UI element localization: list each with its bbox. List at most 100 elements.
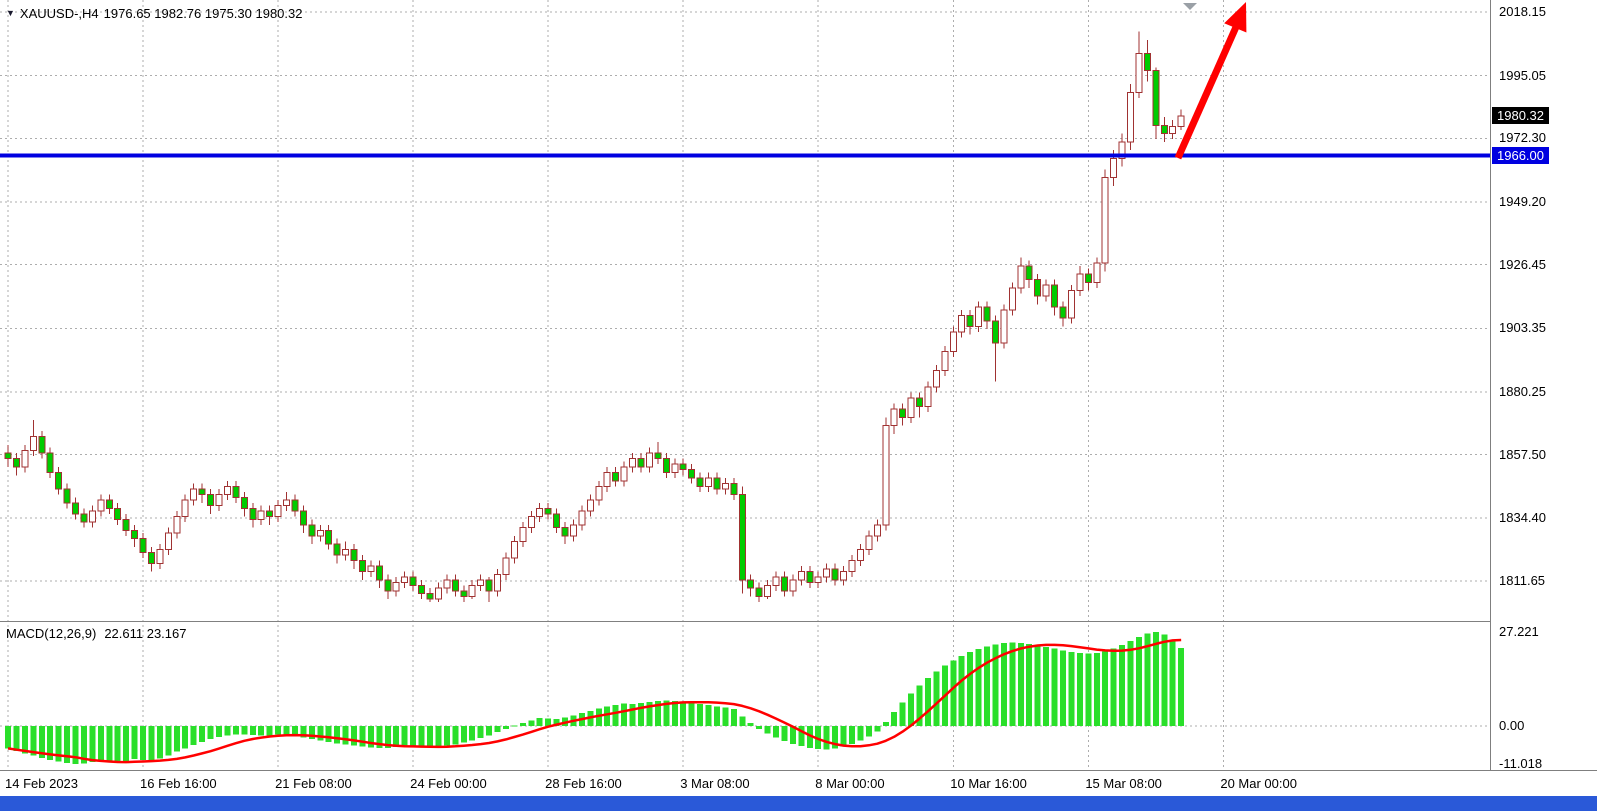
candle-body xyxy=(645,452,653,468)
macd-histogram-bar xyxy=(789,726,796,744)
candle-body xyxy=(316,529,324,537)
macd-histogram-bar xyxy=(604,706,611,726)
chart-canvas[interactable] xyxy=(0,0,1490,770)
macd-histogram-bar xyxy=(629,704,636,726)
macd-histogram-bar xyxy=(1135,636,1142,726)
macd-histogram-bar xyxy=(519,723,526,726)
macd-histogram-bar xyxy=(38,726,45,759)
chart-title-bar: ▼ XAUUSD-,H4 1976.65 1982.76 1975.30 198… xyxy=(6,6,302,21)
candle-body xyxy=(831,568,839,581)
candle-body xyxy=(1067,290,1075,319)
candle-body xyxy=(240,496,248,509)
candle-body xyxy=(63,488,71,504)
candle-body xyxy=(882,425,890,526)
candle-body xyxy=(1008,287,1016,311)
candle-body xyxy=(325,529,333,545)
macd-histogram-bar xyxy=(739,716,746,726)
candle-body xyxy=(865,535,873,551)
price-axis-label: 1811.65 xyxy=(1499,572,1546,588)
macd-histogram-bar xyxy=(199,726,206,742)
macd-histogram-bar xyxy=(1000,643,1007,726)
macd-histogram-bar xyxy=(874,726,881,732)
symbol-period-label: XAUUSD-,H4 xyxy=(19,6,99,21)
candle-body xyxy=(1034,279,1042,297)
candle-body xyxy=(283,499,291,507)
macd-histogram-bar xyxy=(89,726,96,762)
candle-body xyxy=(494,573,502,592)
candle-body xyxy=(856,549,864,562)
macd-histogram-bar xyxy=(1026,643,1033,726)
candle-body xyxy=(485,579,493,592)
candle-body xyxy=(932,370,940,388)
macd-histogram-bar xyxy=(55,726,62,762)
macd-histogram-bar xyxy=(224,726,231,736)
macd-histogram-bar xyxy=(1152,632,1159,726)
candle-body xyxy=(890,408,898,427)
candle-body xyxy=(1143,53,1151,71)
time-axis-label: 10 Mar 16:00 xyxy=(950,776,1027,791)
candle-body xyxy=(434,587,442,600)
collapse-triangle-icon[interactable]: ▼ xyxy=(6,8,15,18)
macd-histogram-bar xyxy=(13,726,20,751)
macd-histogram-bar xyxy=(469,726,476,741)
macd-histogram-bar xyxy=(882,721,889,726)
price-axis[interactable]: 2018.15 1995.05 1972.30 1949.20 1926.45 1903.… xyxy=(1490,0,1597,771)
price-axis-label: 1995.05 xyxy=(1499,67,1546,83)
candle-body xyxy=(418,584,426,595)
candle-body xyxy=(679,463,687,471)
candle-body xyxy=(1177,115,1185,127)
candle-body xyxy=(603,471,611,487)
candle-body xyxy=(578,510,586,526)
candle-body xyxy=(536,507,544,518)
price-axis-label: 1880.25 xyxy=(1499,383,1546,399)
candle-body xyxy=(569,524,577,537)
candle-body xyxy=(949,331,957,352)
candle-body xyxy=(916,397,924,407)
candle-body xyxy=(1127,91,1135,143)
macd-histogram-bar xyxy=(258,726,265,736)
candle-body xyxy=(1110,157,1118,179)
candle-body xyxy=(772,576,780,586)
candle-body xyxy=(257,510,265,520)
candle-body xyxy=(1152,69,1160,126)
candle-body xyxy=(12,458,20,468)
candle-body xyxy=(696,477,704,487)
macd-histogram-bar xyxy=(840,726,847,747)
candle-body xyxy=(198,488,206,496)
price-axis-label: 1949.20 xyxy=(1499,193,1546,209)
macd-histogram-bar xyxy=(1169,640,1176,726)
candle-body xyxy=(460,590,468,597)
macd-histogram-bar xyxy=(1034,645,1041,726)
macd-histogram-bar xyxy=(815,726,822,749)
hline-price-badge: 1966.00 xyxy=(1492,146,1549,164)
macd-histogram-bar xyxy=(730,709,737,726)
time-axis-label: 3 Mar 08:00 xyxy=(680,776,750,791)
candle-body xyxy=(1160,124,1168,135)
candle-body xyxy=(688,469,696,479)
candle-body xyxy=(21,449,29,468)
time-axis[interactable]: 14 Feb 2023 16 Feb 16:00 21 Feb 08:00 24 Fe… xyxy=(0,770,1597,796)
candle-body xyxy=(941,350,949,372)
candle-body xyxy=(232,485,240,498)
candle-body xyxy=(88,510,96,523)
macd-histogram-bar xyxy=(849,726,855,744)
candle-body xyxy=(181,499,189,518)
candle-body xyxy=(333,543,341,556)
candle-body xyxy=(122,518,130,531)
price-axis-label: 1857.50 xyxy=(1499,446,1546,462)
macd-histogram-bar xyxy=(511,725,518,727)
candle-body xyxy=(190,488,198,501)
macd-histogram-bar xyxy=(713,706,720,726)
trend-arrow-head[interactable] xyxy=(1224,2,1247,33)
trend-arrow-line[interactable] xyxy=(1174,25,1240,160)
macd-histogram-bar xyxy=(351,726,358,746)
macd-histogram-bar xyxy=(64,726,71,763)
candle-body xyxy=(654,452,662,460)
candle-body xyxy=(164,532,172,551)
macd-histogram-bar xyxy=(705,704,712,726)
macd-histogram-bar xyxy=(697,703,704,726)
candle-body xyxy=(764,584,772,597)
candle-body xyxy=(612,471,620,482)
chart-shift-marker-icon[interactable] xyxy=(1183,3,1197,10)
macd-histogram-bar xyxy=(486,726,493,736)
